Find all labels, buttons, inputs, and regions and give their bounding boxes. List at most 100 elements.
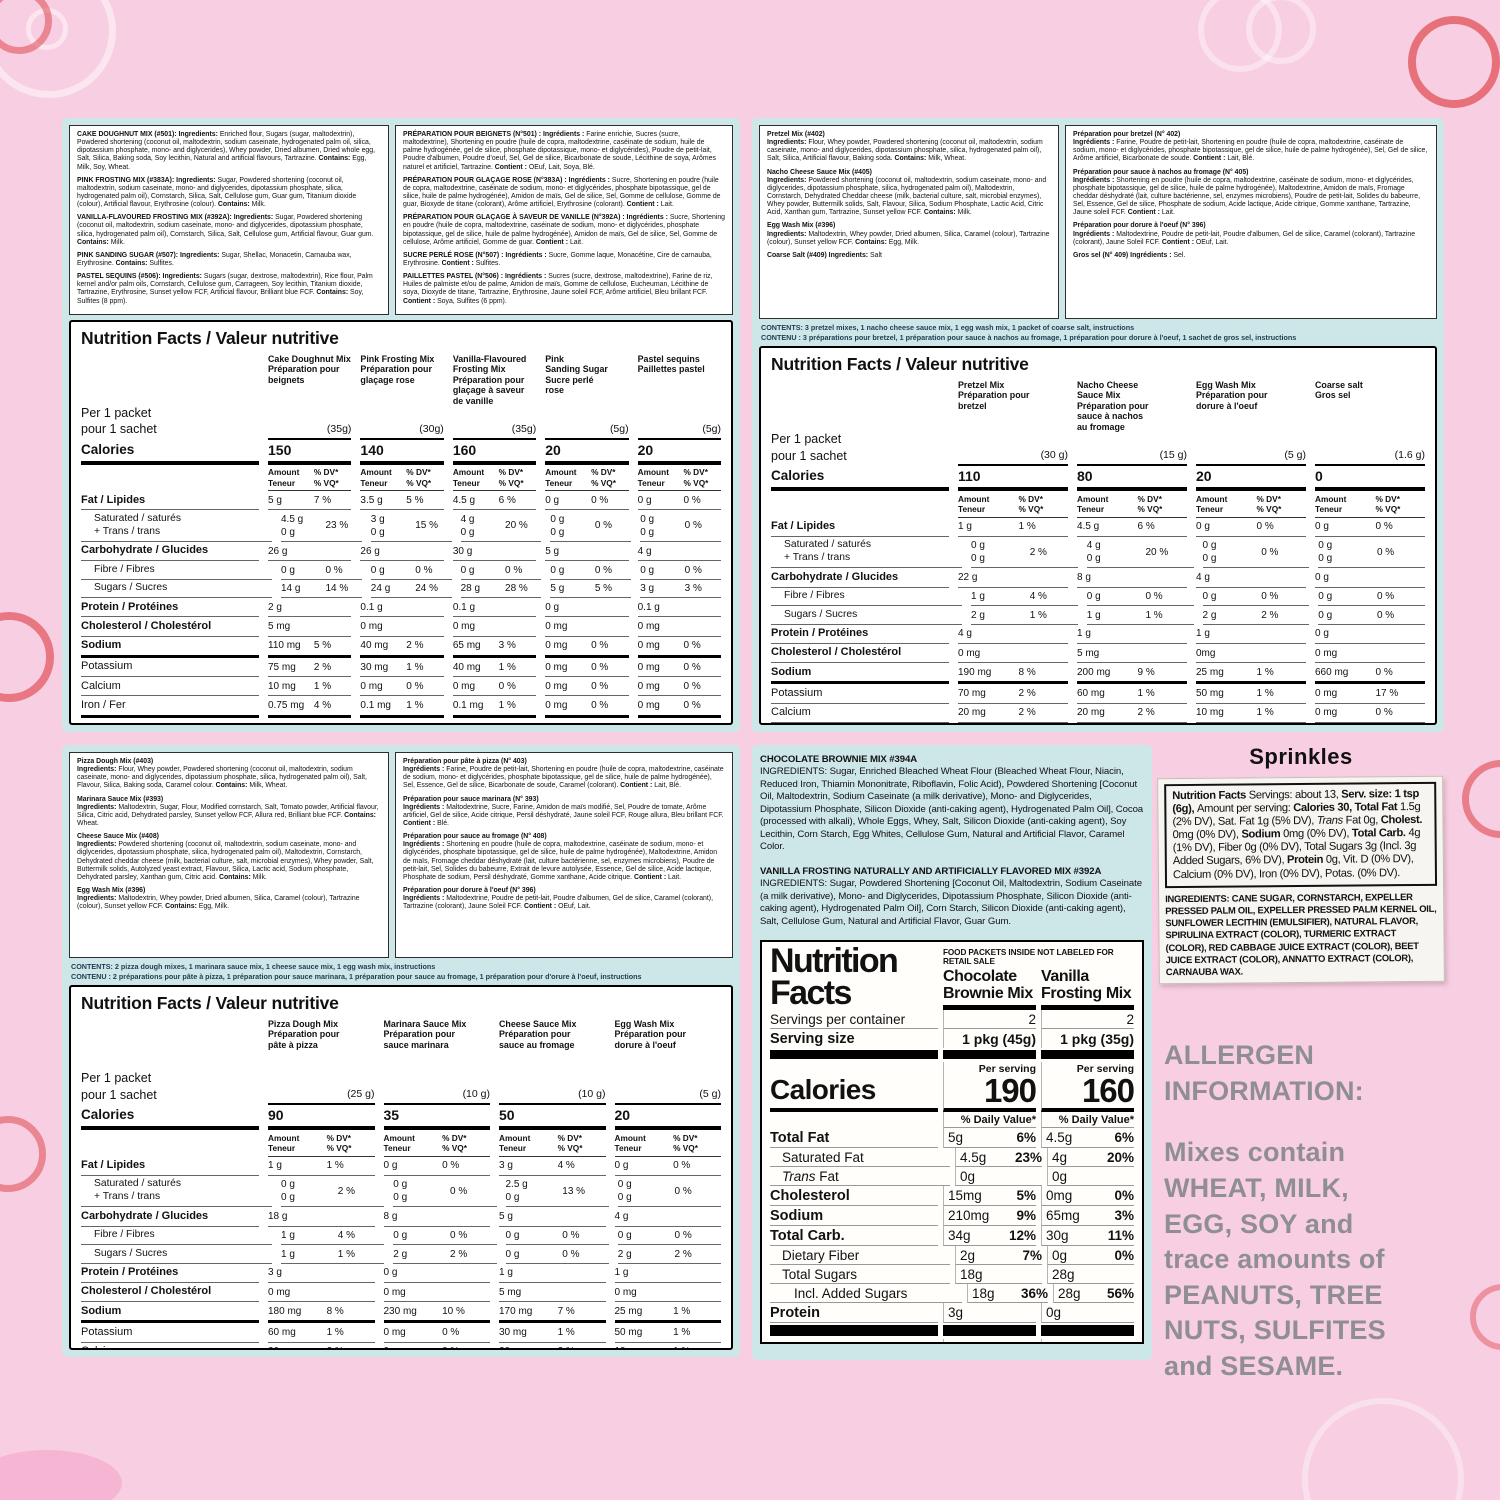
- cnf-dv: 1 %: [326, 1160, 344, 1172]
- cnf-vals: 0 g: [545, 598, 629, 618]
- us-dvh: % Daily Value* % Daily Value*: [770, 1112, 1134, 1129]
- cnf-nr: Fat / Lipides 1 g 1 % 4.5 g 6 % 0 g 0 % 0 g 0 %: [771, 518, 1425, 537]
- cnf-a: 0 mg: [545, 640, 568, 652]
- b: Protein / Protéines: [81, 1264, 259, 1283]
- us-nrow: Total Fat 5g 6% 4.5g 6%: [770, 1128, 1134, 1149]
- cnf-a: Amount Teneur: [268, 1133, 327, 1154]
- text: % DV*: [1137, 493, 1162, 504]
- cnf-dv: 4 %: [1029, 591, 1047, 603]
- cnf-grp: 35: [383, 1105, 490, 1131]
- cnf-a: 60 mg: [1077, 688, 1105, 700]
- line: [1164, 1109, 1456, 1135]
- cnf-dv: 2 %: [406, 640, 424, 652]
- ind: Sugars / Sucres: [81, 1245, 272, 1264]
- kit-contents-note: CONTENTS: 2 pizza dough mixes, 1 marinar…: [69, 962, 733, 981]
- us-amt: 4g: [1052, 1150, 1068, 1166]
- cnf-a: 660 mg: [1315, 666, 1349, 678]
- cnf-lbl: [81, 1130, 259, 1156]
- cnf-a: 4 g 0 g: [1086, 540, 1101, 565]
- ingredient-block: PRÉPARATION POUR GLAÇAGE ROSE (N°383A) :…: [403, 176, 721, 209]
- cnf-pname: Cheese Sauce Mix Préparation pour sauce …: [499, 1018, 577, 1050]
- cnf-dv: 0 %: [1375, 666, 1393, 678]
- line: and SESAME.: [1164, 1351, 1344, 1381]
- us-bar: [770, 1050, 1134, 1060]
- cnf-vals: 0 g: [1315, 568, 1425, 588]
- cnf-vals: 10 mg 1 %: [268, 677, 352, 697]
- cnf-vals: 0 g 0 %: [1202, 588, 1310, 607]
- cnf-nr: Potassium 60 mg 1 % 0 mg 0 % 30 mg 1 % 50 mg 1 %: [81, 1323, 721, 1343]
- text: pour 1 sachet: [81, 422, 157, 437]
- cnf-dv: % DV*% VQ*: [1019, 494, 1069, 515]
- cnf-vals: 3 g 3 %: [640, 580, 721, 599]
- cnf-dv: 0 %: [683, 700, 701, 712]
- cnf-a: 30 mg: [499, 1327, 527, 1339]
- sprinkles-title: Sprinkles: [1249, 744, 1353, 769]
- us-amt: 15mg: [948, 1188, 982, 1204]
- b: Cholesterol / Cholestérol: [81, 1283, 259, 1303]
- cnf-a: Amount Teneur: [545, 467, 591, 488]
- cnf-phead: Cake Doughnut Mix Préparation pour beign…: [268, 351, 352, 440]
- cnf-a: 0 g: [1315, 521, 1329, 533]
- cnf-dv: 0 %: [674, 1230, 692, 1242]
- cnf-a: 5 mg: [499, 1286, 522, 1298]
- b: Total Fat: [770, 1128, 938, 1149]
- cnf-a: 230 mg: [383, 1305, 417, 1317]
- cnf-grp: 80: [1077, 466, 1187, 492]
- cnf-nr: Protein / Protéines 4 g 1 g 1 g 0 g: [771, 625, 1425, 644]
- text: Teneur: [268, 1143, 296, 1154]
- cnf-grp: 20: [545, 440, 629, 465]
- cnf-vals: 0 g 0 g 2 %: [971, 537, 1078, 569]
- cnf-vals: 0 mg0 %: [1196, 723, 1306, 724]
- cnf-a: 2 g: [393, 1248, 408, 1260]
- cnf-cal: Calories 110 80 20 0: [771, 466, 1425, 492]
- text: Teneur: [637, 477, 665, 488]
- cnf-dv: 6 %: [1137, 521, 1155, 533]
- cnf-vals: 60 mg 1 %: [268, 1323, 375, 1343]
- text: % VQ*: [326, 1143, 352, 1154]
- text: % VQ*: [313, 477, 339, 488]
- us-amt: 18g: [960, 1267, 983, 1283]
- b: Fat / Lipides: [81, 491, 259, 511]
- cnf-pname: Nacho Cheese Sauce Mix Préparation pour …: [1077, 379, 1149, 432]
- cnf-vals: 2.5 g 0 g 13 %: [505, 1176, 609, 1208]
- b: 5%: [1016, 1188, 1036, 1204]
- cnf-vals: 20 mg2 %: [499, 1343, 606, 1348]
- pizza-ingredients-english: Pizza Dough Mix (#403) Ingredients: Flour…: [69, 752, 389, 958]
- cnf-a: 0 mg: [637, 640, 660, 652]
- text: % DV*: [1018, 493, 1043, 504]
- cnf-dv: 0 %: [415, 564, 433, 576]
- cnf-a: 3 g: [640, 583, 655, 595]
- text: Teneur: [614, 1143, 642, 1154]
- b: 6%: [1114, 1130, 1134, 1146]
- cnf-vals: 65 mg 3 %: [452, 637, 537, 658]
- us-lab: [770, 1112, 938, 1128]
- cnf-grp: 0: [1315, 466, 1425, 492]
- text: Amount: [545, 467, 577, 478]
- cnf-vals: 180 mg 8 %: [268, 1302, 375, 1324]
- text: % DV*: [557, 1132, 582, 1143]
- cnf-grp: 50: [499, 1105, 606, 1131]
- cnf-a: 0 mg: [383, 1327, 406, 1339]
- line: PEANUTS, TREE: [1164, 1279, 1383, 1310]
- cnf-dv: 2 %: [327, 1346, 375, 1348]
- us-calrow: Calories Per serving 190 Per serving 160: [770, 1062, 1135, 1113]
- b: 20%: [1106, 1150, 1134, 1166]
- cnf-a: 0 g: [281, 564, 295, 576]
- cnf-pweight: (1.6 g): [1394, 448, 1425, 461]
- us-nv: 15mg 5%: [943, 1186, 1036, 1207]
- text: % VQ*: [1375, 504, 1401, 515]
- cnf-dv: 1 %: [498, 700, 516, 712]
- b: 11%: [1107, 1228, 1134, 1244]
- cnf-dv: 23 %: [325, 520, 349, 532]
- cnf-a: 1 g: [1086, 609, 1101, 621]
- us-nrow: Total Sugars 18g 28g: [770, 1265, 1134, 1285]
- us-nv: 5g 6%: [943, 1128, 1036, 1149]
- thick: Sodium 190 mg 8 % 200 mg 9 % 25 mg 1 % 660 mg 0 …: [771, 663, 1425, 685]
- cnf-vals: 110 mg 5 %: [268, 637, 352, 658]
- cnf-pweight: (10 g): [462, 1087, 490, 1100]
- cnf-a: 0 g: [545, 601, 560, 613]
- b: Sodium: [771, 663, 949, 685]
